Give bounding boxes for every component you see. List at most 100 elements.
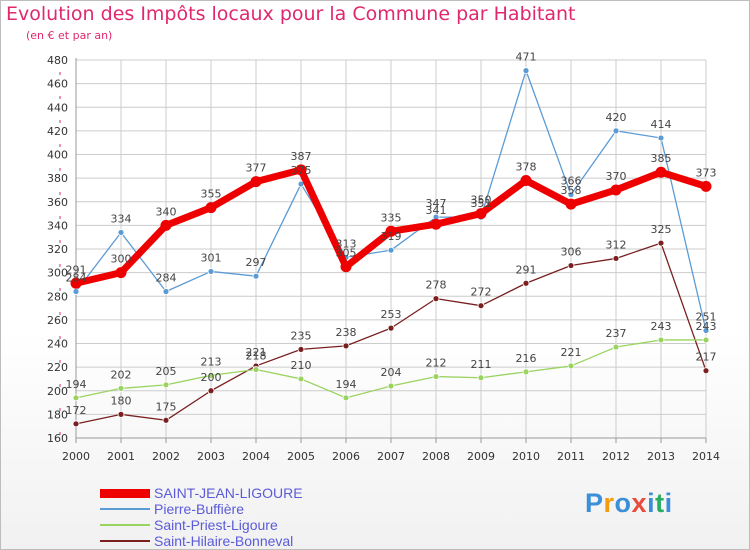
data-point-saint-hilaire-bonneval (702, 367, 710, 375)
legend-label: Pierre-Buffière (154, 501, 245, 517)
data-point-pierre-buffi-re (657, 134, 665, 142)
logo-letter: o (614, 488, 632, 518)
data-label-pierre-buffi-re: 251 (696, 311, 717, 324)
data-point-saint-jean-ligoure (655, 166, 667, 178)
data-point-saint-hilaire-bonneval (72, 420, 80, 428)
data-point-saint-priest-ligoure (522, 368, 530, 376)
data-label-saint-jean-ligoure: 385 (651, 152, 672, 165)
data-label-pierre-buffi-re: 313 (336, 237, 357, 250)
logo-letter: i (664, 488, 673, 518)
data-point-saint-priest-ligoure (477, 374, 485, 382)
data-point-pierre-buffi-re (72, 288, 80, 295)
data-point-saint-hilaire-bonneval (117, 410, 125, 418)
data-label-saint-priest-ligoure: 212 (426, 357, 447, 370)
data-label-saint-hilaire-bonneval: 235 (291, 329, 312, 342)
x-tick-label: 2002 (152, 450, 180, 463)
page-subtitle: (en € et par an) (26, 29, 113, 42)
data-label-saint-jean-ligoure: 291 (66, 263, 87, 276)
x-tick-label: 2003 (197, 450, 225, 463)
data-label-saint-jean-ligoure: 335 (381, 211, 402, 224)
data-point-saint-priest-ligoure (207, 371, 215, 379)
data-label-saint-priest-ligoure: 221 (561, 346, 582, 359)
data-point-saint-priest-ligoure (72, 394, 80, 402)
data-point-saint-hilaire-bonneval (477, 302, 485, 310)
data-label-saint-jean-ligoure: 370 (606, 170, 627, 183)
data-label-saint-jean-ligoure: 358 (561, 184, 582, 197)
legend-swatch (100, 540, 150, 542)
x-tick-label: 2007 (377, 450, 405, 463)
data-label-saint-jean-ligoure: 340 (156, 205, 177, 218)
data-label-saint-hilaire-bonneval: 238 (336, 326, 357, 339)
data-point-saint-jean-ligoure (250, 176, 262, 188)
legend-label: Saint-Priest-Ligoure (154, 517, 278, 533)
x-tick-label: 2005 (287, 450, 315, 463)
y-tick-label: 240 (47, 338, 68, 351)
data-point-saint-hilaire-bonneval (342, 342, 350, 350)
x-tick-label: 2014 (692, 450, 720, 463)
data-label-saint-jean-ligoure: 373 (696, 166, 717, 179)
data-point-pierre-buffi-re (522, 67, 530, 75)
data-point-saint-jean-ligoure (70, 277, 82, 289)
x-tick-label: 2001 (107, 450, 135, 463)
data-label-saint-priest-ligoure: 202 (111, 368, 132, 381)
data-label-saint-priest-ligoure: 243 (651, 320, 672, 333)
x-tick-label: 2000 (62, 450, 90, 463)
logo-letter: x (631, 488, 648, 518)
x-tick-label: 2008 (422, 450, 450, 463)
data-point-saint-priest-ligoure (657, 336, 665, 344)
x-tick-label: 2009 (467, 450, 495, 463)
data-point-saint-hilaire-bonneval (387, 324, 395, 332)
data-label-saint-priest-ligoure: 210 (291, 359, 312, 372)
data-label-saint-priest-ligoure: 204 (381, 366, 402, 379)
data-point-saint-priest-ligoure (162, 381, 170, 389)
data-label-saint-priest-ligoure: 211 (471, 358, 492, 371)
x-tick-label: 2010 (512, 450, 540, 463)
data-point-pierre-buffi-re (162, 288, 170, 295)
proxiti-logo: Proxiti (585, 488, 673, 519)
data-point-saint-priest-ligoure (432, 373, 440, 380)
data-point-saint-jean-ligoure (115, 267, 127, 279)
data-point-saint-hilaire-bonneval (162, 416, 170, 424)
data-label-saint-jean-ligoure: 355 (201, 188, 222, 201)
data-label-saint-hilaire-bonneval: 306 (561, 246, 582, 259)
data-label-saint-hilaire-bonneval: 180 (111, 394, 132, 407)
data-label-saint-priest-ligoure: 205 (156, 365, 177, 378)
logo-letter: t (655, 488, 665, 518)
y-tick-label: 320 (47, 243, 68, 256)
data-label-saint-priest-ligoure: 237 (606, 327, 627, 340)
data-point-saint-jean-ligoure (205, 202, 217, 214)
data-label-pierre-buffi-re: 375 (291, 164, 312, 177)
data-label-saint-hilaire-bonneval: 200 (201, 371, 222, 384)
y-tick-label: 340 (47, 219, 68, 232)
y-tick-label: 260 (47, 314, 68, 327)
data-label-pierre-buffi-re: 334 (111, 212, 132, 225)
data-point-pierre-buffi-re (567, 191, 575, 199)
data-label-saint-hilaire-bonneval: 325 (651, 223, 672, 236)
logo-letter: r (603, 488, 615, 518)
data-point-saint-priest-ligoure (342, 394, 350, 402)
data-label-saint-hilaire-bonneval: 221 (246, 346, 267, 359)
data-label-pierre-buffi-re: 319 (381, 230, 402, 243)
x-tick-label: 2013 (647, 450, 675, 463)
data-label-saint-priest-ligoure: 218 (246, 349, 267, 362)
y-tick-label: 440 (47, 101, 68, 114)
x-tick-label: 2006 (332, 450, 360, 463)
y-tick-label: 300 (47, 267, 68, 280)
data-point-saint-priest-ligoure (702, 336, 710, 344)
data-point-pierre-buffi-re (252, 272, 260, 280)
y-tick-label: 160 (47, 432, 68, 445)
data-point-saint-hilaire-bonneval (612, 255, 620, 262)
y-tick-label: 280 (47, 290, 68, 303)
data-point-saint-jean-ligoure (295, 164, 307, 176)
data-point-saint-jean-ligoure (430, 218, 442, 230)
data-label-saint-jean-ligoure: 377 (246, 162, 267, 175)
legend-swatch (100, 524, 150, 526)
legend-swatch (100, 488, 150, 498)
logo-letter: P (585, 488, 604, 518)
data-label-saint-jean-ligoure: 387 (291, 150, 312, 163)
data-label-pierre-buffi-re: 471 (516, 51, 537, 64)
data-point-pierre-buffi-re (117, 229, 125, 236)
y-tick-label: 420 (47, 125, 68, 138)
y-tick-label: 460 (47, 78, 68, 91)
data-point-saint-jean-ligoure (340, 261, 352, 273)
